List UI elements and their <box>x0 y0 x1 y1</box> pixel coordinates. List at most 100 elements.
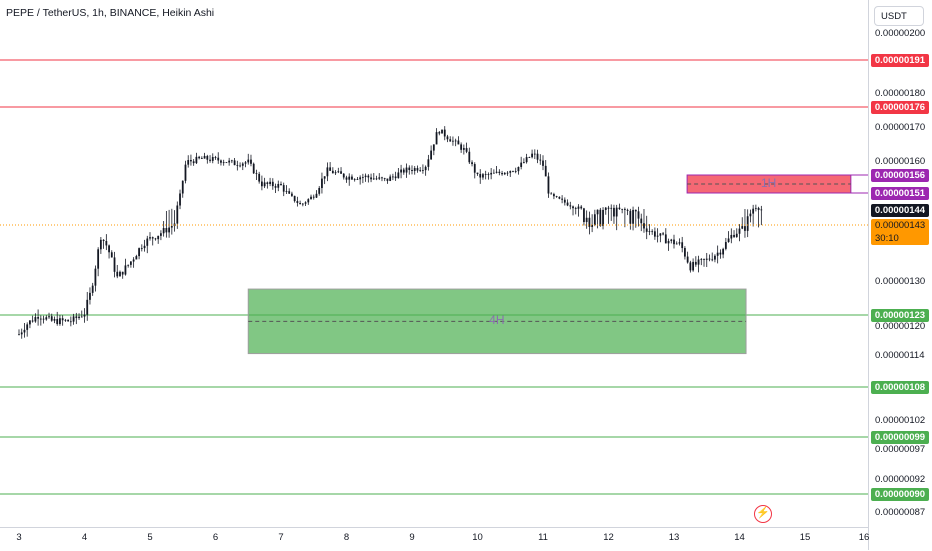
candle <box>132 257 135 268</box>
candle <box>67 319 70 322</box>
candle <box>187 155 190 168</box>
candle <box>165 211 168 238</box>
candle <box>498 169 501 176</box>
candle <box>75 312 78 325</box>
candle <box>135 254 138 260</box>
candle <box>23 323 26 338</box>
candle <box>170 208 173 235</box>
candle <box>678 238 681 246</box>
candle <box>195 152 198 165</box>
candle <box>386 178 389 184</box>
candle <box>307 198 310 205</box>
candle <box>359 175 362 185</box>
candle <box>108 244 110 259</box>
candle <box>337 167 340 174</box>
time-tick-label: 6 <box>212 532 219 543</box>
candle <box>83 308 86 323</box>
candle <box>381 176 383 182</box>
candle <box>18 329 20 336</box>
candle <box>744 209 746 238</box>
candle <box>419 167 422 172</box>
candle <box>746 209 749 238</box>
candle <box>422 164 424 174</box>
candle <box>452 136 454 146</box>
candle <box>239 162 241 168</box>
candle <box>757 206 760 228</box>
candle <box>211 153 214 164</box>
candle <box>662 231 664 236</box>
lightning-icon[interactable]: ⚡ <box>754 505 772 523</box>
candle <box>291 191 293 197</box>
chart-title: PEPE / TetherUS, 1h, BINANCE, Heikin Ash… <box>6 7 215 19</box>
candle <box>730 228 733 244</box>
candle <box>754 204 757 212</box>
candle <box>402 167 405 175</box>
candle <box>59 314 61 326</box>
candle <box>550 192 553 195</box>
candle <box>315 190 318 199</box>
candle <box>151 236 154 246</box>
candle <box>340 167 342 174</box>
candle <box>752 204 755 227</box>
candle <box>26 322 29 337</box>
candle <box>651 229 654 235</box>
candle <box>509 170 512 177</box>
currency-unit-button[interactable]: USDT <box>874 6 924 26</box>
candle <box>522 158 525 164</box>
candle <box>476 172 479 176</box>
candle <box>247 153 250 165</box>
candle <box>514 167 517 174</box>
candle <box>179 189 181 210</box>
candle <box>741 217 744 230</box>
price-tick-label: 0.00000170 <box>875 122 926 133</box>
candle <box>656 228 659 243</box>
candle <box>192 159 195 166</box>
price-tick-label: 0.00000092 <box>875 474 926 485</box>
time-axis[interactable] <box>0 527 868 551</box>
candle <box>673 234 675 249</box>
candle <box>443 126 446 141</box>
time-tick-label: 15 <box>799 532 811 543</box>
candle <box>424 165 427 176</box>
candle <box>454 138 457 147</box>
price-badge-black: 0.00000144 <box>871 203 929 217</box>
candle <box>705 252 708 268</box>
candle <box>733 230 735 239</box>
candle <box>140 244 143 252</box>
candle <box>61 315 64 326</box>
candle <box>689 260 692 273</box>
candle <box>375 175 378 181</box>
candle <box>629 208 632 230</box>
candle <box>716 245 719 264</box>
candle <box>157 235 160 244</box>
candle <box>310 194 312 200</box>
candle <box>684 246 686 260</box>
price-chart[interactable] <box>0 0 868 527</box>
candle <box>563 197 566 206</box>
time-tick-label: 13 <box>668 532 680 543</box>
zones <box>247 174 868 355</box>
time-tick-label: 7 <box>278 532 284 543</box>
zone-label-1h: 1H <box>760 176 777 190</box>
time-tick-label: 4 <box>81 532 88 543</box>
candle <box>686 251 689 264</box>
candle <box>643 209 645 233</box>
candle <box>269 177 271 187</box>
candle <box>361 173 364 184</box>
candle <box>724 237 727 251</box>
candle <box>230 159 233 164</box>
candle <box>296 196 299 207</box>
candle <box>110 250 113 258</box>
candle <box>214 155 217 160</box>
candle <box>544 160 547 177</box>
candle <box>225 162 228 164</box>
candle <box>124 258 127 276</box>
candle <box>621 208 624 214</box>
candle <box>149 232 151 241</box>
price-axis[interactable] <box>868 0 932 550</box>
candle <box>372 173 375 180</box>
candle <box>105 234 108 251</box>
candle <box>389 174 392 182</box>
candle <box>329 162 332 171</box>
candle <box>632 206 634 231</box>
